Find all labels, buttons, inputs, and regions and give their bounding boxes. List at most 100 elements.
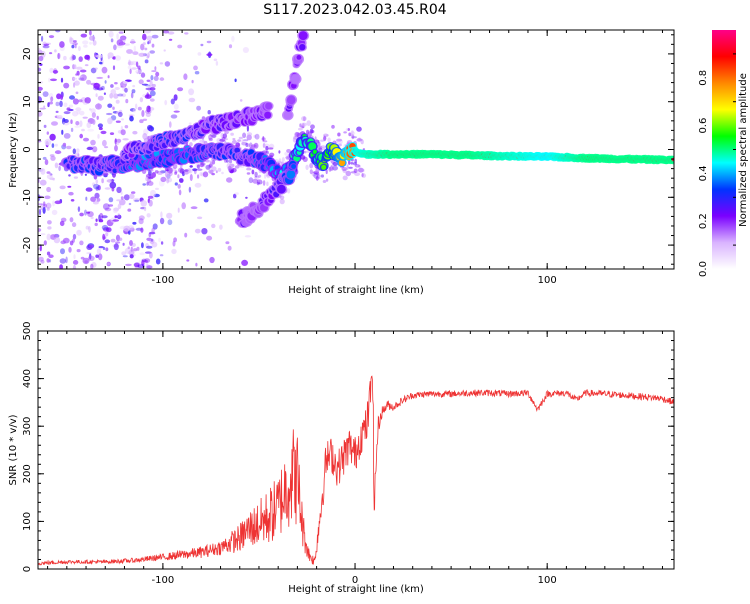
spectrogram-track-lower-branch [286, 170, 296, 179]
spectrogram-speckle [122, 255, 128, 258]
spectrogram-speckle [361, 173, 367, 178]
spectrogram-speckle [348, 166, 353, 169]
spectrogram-speckle [222, 133, 227, 139]
spectrogram-speckle [136, 246, 140, 251]
snr-x-tick-label: -100 [152, 575, 175, 586]
spectrogram-speckle [245, 196, 248, 199]
spectrogram-speckle [63, 55, 67, 61]
spectrogram-speckle [89, 108, 92, 111]
spectrogram-speckle [104, 239, 111, 244]
spectrogram-speckle [140, 227, 144, 233]
spectrogram-speckle [51, 121, 58, 126]
spectrogram-speckle [70, 127, 74, 132]
spectrogram-speckle [110, 38, 114, 43]
spectrogram-speckle [124, 87, 128, 93]
spectrogram-speckle [226, 159, 229, 163]
spectrogram-speckle [38, 203, 44, 206]
spectrogram-speckle [106, 179, 114, 183]
spectrogram-speckle [96, 198, 101, 202]
spectrogram-speckle [98, 246, 104, 249]
spectrogram-track-rising-upper [265, 102, 273, 110]
spectrogram-speckle [188, 186, 192, 193]
spectrogram-speckle [342, 175, 348, 181]
spectrogram-speckle [167, 219, 173, 226]
spectrogram-speckle [149, 50, 155, 54]
spectrogram-speckle [177, 44, 183, 49]
spectrogram-speckle [40, 233, 46, 236]
spectrogram-speckle [194, 228, 201, 234]
spectrogram-speckle [253, 134, 256, 138]
spectrogram-speckle [76, 66, 83, 70]
spectrogram-speckle [149, 98, 155, 102]
spectrogram-speckle [144, 259, 149, 263]
spectrogram-speckle [65, 256, 68, 264]
spectrogram-speckle [105, 232, 109, 237]
spectrogram-speckle [137, 65, 141, 70]
spectrogram-speckle [113, 243, 119, 251]
spectrogram-speckle [347, 128, 350, 131]
spectrogram-speckle [111, 179, 114, 183]
spectrogram-speckle [246, 124, 249, 132]
spectrogram-track-lower-branch [277, 184, 286, 194]
spectrogram-speckle [44, 195, 51, 200]
spectrogram-speckle [38, 67, 42, 72]
spectrogram-speckle [171, 248, 177, 255]
spectrogram-speckle [84, 97, 91, 104]
spectrogram-speckle [47, 226, 52, 230]
spectrogram-speckle [123, 194, 130, 201]
spectrogram-speckle [145, 264, 151, 269]
spectrogram-speckle [70, 199, 75, 202]
spectrogram-speckle [174, 170, 178, 174]
spectrogram-speckle [79, 120, 83, 127]
spectrogram-speckle [86, 211, 91, 214]
spectrogram-speckle [199, 139, 204, 143]
spectrogram-speckle [173, 94, 178, 101]
spectrogram-speckle [86, 252, 92, 255]
spectrogram-speckle [265, 146, 269, 151]
spectrogram-speckle [146, 135, 150, 140]
spectrogram-speckle [118, 31, 124, 34]
spectrogram-speckle [39, 179, 47, 186]
spectrogram-speckle [98, 214, 101, 221]
spectrogram-speckle [228, 44, 233, 49]
spectrogram-speckle [152, 223, 158, 230]
spectrogram-speckle [179, 168, 185, 174]
spectrogram-speckle [193, 65, 198, 71]
spectrogram-speckle [142, 42, 146, 46]
spectrogram-speckle [239, 99, 243, 102]
spectrogram-speckle [128, 202, 132, 206]
spectrogram-speckle [119, 42, 125, 46]
spectrogram-speckle [60, 95, 63, 100]
spectrogram-track-steep-top [296, 55, 302, 60]
spectrogram-speckle [128, 59, 131, 66]
spectrogram-speckle [134, 199, 140, 202]
spectrogram-speckle [109, 132, 115, 136]
spectrogram-speckle [132, 84, 136, 88]
spectrogram-speckle [192, 168, 198, 172]
spectrogram-speckle [208, 137, 213, 142]
spectrogram-speckle [128, 114, 135, 117]
spectrogram-speckle [116, 186, 122, 194]
spectrogram-speckle [109, 181, 117, 189]
spectrogram-speckle [82, 40, 89, 45]
spectrogram-speckle [55, 30, 61, 33]
spectrogram-speckle [241, 139, 244, 144]
spectrogram-speckle [59, 264, 63, 269]
spectrogram-track-main [338, 159, 346, 166]
spectrogram-speckle [104, 80, 107, 84]
spectrogram-speckle [145, 87, 151, 91]
spectrogram-speckle [309, 162, 314, 169]
spectrogram-speckle [300, 155, 306, 160]
spectrogram-speckle [147, 181, 154, 186]
spectrogram-speckle [46, 258, 50, 263]
spectrogram-speckle [79, 240, 84, 246]
spectrogram-x-tick-label: 100 [538, 275, 557, 286]
spectrogram-speckle [227, 165, 232, 171]
spectrogram-speckle [48, 101, 54, 105]
spectrogram-speckle [129, 240, 133, 246]
spectrogram-speckle [148, 171, 152, 177]
spectrogram-speckle [72, 98, 79, 105]
spectrogram-speckle [254, 171, 258, 178]
spectrogram-speckle [164, 99, 168, 106]
spectrogram-speckle [146, 35, 153, 41]
